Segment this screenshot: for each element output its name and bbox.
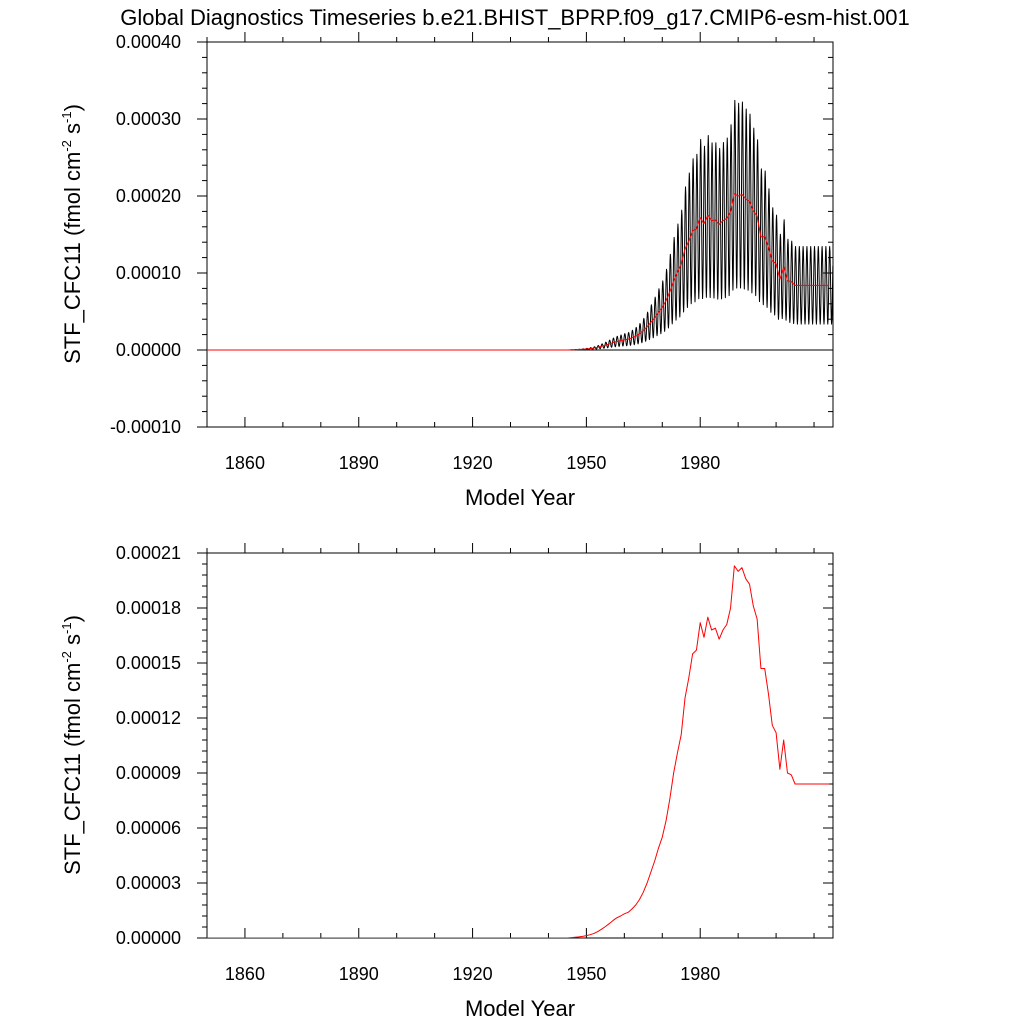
- y-tick-label: 0.00006: [116, 818, 181, 838]
- x-tick-label: 1950: [566, 453, 606, 473]
- bottom-panel: 1860 1890 1920 1950 1980 0.00000 0.00003 0.0000…: [59, 543, 834, 1021]
- x-tick-label: 1920: [453, 964, 493, 984]
- y-tick-label: -0.00010: [110, 417, 181, 437]
- x-axis-label: Model Year: [465, 485, 575, 510]
- y-tick-label: 0.00030: [116, 109, 181, 129]
- x-tick-label: 1860: [225, 964, 265, 984]
- y-tick-label: 0.00000: [116, 340, 181, 360]
- x-axis-label: Model Year: [465, 996, 575, 1021]
- plot-area: [207, 99, 833, 351]
- y-axis-label: STF_CFC11 (fmol cm-2 s-1): [59, 104, 85, 364]
- y-tick-label: 0.00010: [116, 263, 181, 283]
- figure-title: Global Diagnostics Timeseries b.e21.BHIS…: [120, 5, 910, 30]
- y-tick-label: 0.00020: [116, 186, 181, 206]
- x-tick-label: 1860: [225, 453, 265, 473]
- x-tick-label: 1890: [339, 964, 379, 984]
- series-line-annual-mean: [207, 193, 830, 351]
- y-tick-label: 0.00009: [116, 763, 181, 783]
- y-tick-label: 0.00021: [116, 543, 181, 563]
- y-tick-label: 0.00012: [116, 708, 181, 728]
- x-tick-label: 1890: [339, 453, 379, 473]
- y-tick-label: 0.00018: [116, 598, 181, 618]
- plot-area: [207, 565, 830, 938]
- x-tick-label: 1980: [680, 453, 720, 473]
- x-tick-label: 1980: [680, 964, 720, 984]
- plot-frame: [206, 41, 834, 428]
- x-tick-label: 1950: [566, 964, 606, 984]
- y-axis-label: STF_CFC11 (fmol cm-2 s-1): [59, 615, 85, 875]
- y-tick-label: 0.00040: [116, 32, 181, 52]
- top-panel: 1860 1890 1920 1950 1980 -0.00010 0.00000 0.000…: [59, 32, 834, 510]
- series-line-annual-mean: [207, 565, 830, 938]
- y-tick-label: 0.00015: [116, 653, 181, 673]
- series-line-monthly: [207, 99, 833, 351]
- y-tick-label: 0.00000: [116, 928, 181, 948]
- plot-frame: [206, 552, 834, 939]
- x-tick-label: 1920: [453, 453, 493, 473]
- y-tick-label: 0.00003: [116, 873, 181, 893]
